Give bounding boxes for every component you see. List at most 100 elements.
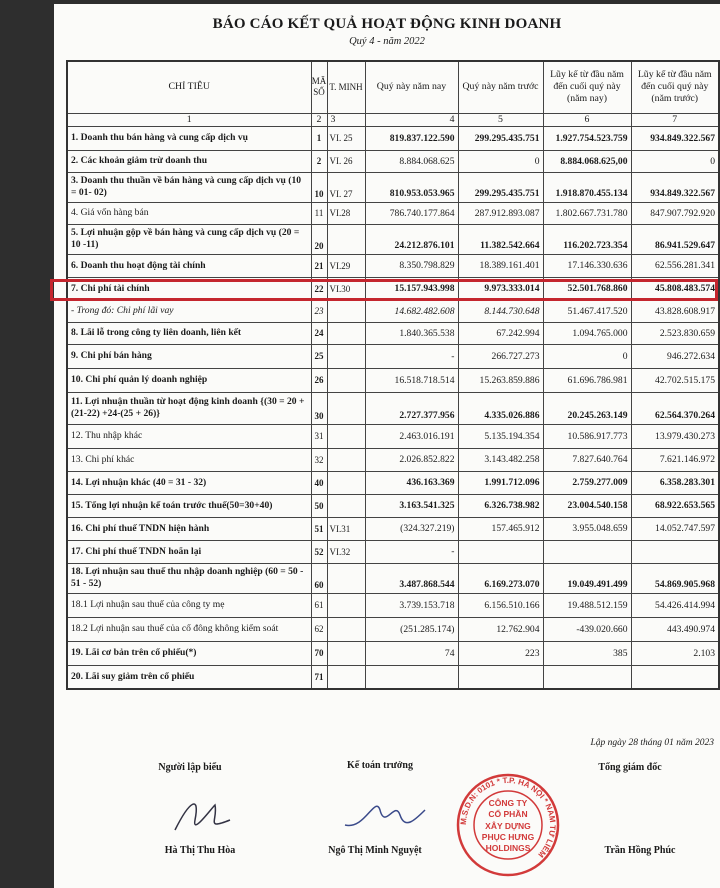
value-q-prev: 18.389.161.401 [457,253,544,278]
row-note: VI. 26 [326,149,366,173]
value-q-this: (251.285.174) [364,616,459,642]
value-ytd-prev: 86.941.529.647 [630,223,720,255]
value-ytd-prev: 934.849.322.567 [630,171,720,203]
value-q-prev: 8.144.730.648 [457,299,544,323]
value-ytd-prev: 13.979.430.273 [630,423,720,449]
header-q-prev: Quý này năm trước [457,60,544,114]
value-ytd-prev: 62.564.370.264 [630,391,720,425]
value-q-this: 14.682.482.608 [364,299,459,323]
table-row: 19. Lãi cơ bản trên cổ phiếu(*) 70 74 223 38… [66,640,720,666]
value-ytd-this: 61.696.786.981 [542,367,632,393]
row-note [326,592,366,618]
value-q-this: 24.212.876.101 [364,223,459,255]
value-q-prev: 223 [457,640,544,666]
row-label: 18. Lợi nhuận sau thuế thu nhập doanh ng… [66,562,312,594]
table-row: 12. Thu nhập khác 31 2.463.016.191 5.135.19… [66,423,720,449]
value-q-prev: 5.135.194.354 [457,423,544,449]
table-row: 8. Lãi lỗ trong công ty liên doanh, liên… [66,321,720,345]
table-row: 1. Doanh thu bán hàng và cung cấp dịch v… [66,125,720,151]
row-label: 9. Chi phí bán hàng [66,343,312,369]
row-note [326,640,366,666]
row-label: 6. Doanh thu hoạt động tài chính [66,253,312,278]
table-row: 16. Chi phí thuế TNDN hiện hành 51 VI.31 (3… [66,516,720,541]
value-ytd-prev: 42.702.515.175 [630,367,720,393]
row-label: 18.1 Lợi nhuận sau thuế của công ty mẹ [66,592,312,618]
table-row: 14. Lợi nhuận khác (40 = 31 - 32) 40 436.1… [66,470,720,495]
index-cell: 3 [326,112,366,127]
row-code: 20 [310,223,328,255]
row-note [326,321,366,345]
value-ytd-this: 23.004.540.158 [542,493,632,518]
director-name: Trần Hồng Phúc [604,845,676,856]
header-ytd-this: Lũy kế từ đầu năm đến cuối quý này (năm … [542,60,632,114]
preparer-title: Người lập biểu [158,762,222,773]
value-q-this: 819.837.122.590 [364,125,459,151]
table-row: 18.1 Lợi nhuận sau thuế của công ty mẹ 61… [66,592,720,618]
value-q-this: 16.518.718.514 [364,367,459,393]
row-code: 60 [310,562,328,594]
table-row: 18.2 Lợi nhuận sau thuế của cổ đông khôn… [66,616,720,642]
row-code: 61 [310,592,328,618]
row-code: 1 [310,125,328,151]
value-ytd-prev: 934.849.322.567 [630,125,720,151]
table-row: 15. Tổng lợi nhuận kế toán trước thuế(50… [66,493,720,518]
accountant-title: Kế toán trưởng [347,760,413,771]
row-code: 50 [310,493,328,518]
row-label: 19. Lãi cơ bản trên cổ phiếu(*) [66,640,312,666]
row-code: 32 [310,447,328,472]
value-q-this: 786.740.177.864 [364,201,459,225]
row-note [326,367,366,393]
value-q-prev: 6.326.738.982 [457,493,544,518]
value-q-prev: 299.295.435.751 [457,171,544,203]
value-ytd-this: -439.020.660 [542,616,632,642]
value-ytd-this [542,664,632,690]
stamp-line: PHỤC HƯNG [482,832,535,842]
value-ytd-prev: 62.556.281.341 [630,253,720,278]
row-code: 23 [310,299,328,323]
value-ytd-prev: 2.523.830.659 [630,321,720,345]
value-q-this: 8.884.068.625 [364,149,459,173]
row-note: VI.32 [326,539,366,564]
index-cell: 4 [364,112,459,127]
row-note [326,391,366,425]
value-q-this: 436.163.369 [364,470,459,495]
table-row: 13. Chi phí khác 32 2.026.852.822 3.143.482… [66,447,720,472]
index-cell: 6 [542,112,632,127]
row-code: 24 [310,321,328,345]
header-ytd-prev: Lũy kế từ đầu năm đến cuối quý này (năm … [630,60,720,114]
value-ytd-prev: 946.272.634 [630,343,720,369]
row-label: 16. Chi phí thuế TNDN hiện hành [66,516,312,541]
row-label: 12. Thu nhập khác [66,423,312,449]
header-row: CHỈ TIÊU MÃ SỐ T. MINH Quý này năm nay Q… [66,60,720,114]
report-subtitle: Quý 4 - năm 2022 [349,36,425,47]
row-code: 70 [310,640,328,666]
row-label: 2. Các khoản giảm trừ doanh thu [66,149,312,173]
row-label: 3. Doanh thu thuần về bán hàng và cung c… [66,171,312,203]
value-ytd-prev: 6.358.283.301 [630,470,720,495]
header-thuyet-minh: T. MINH [326,60,366,114]
row-note [326,470,366,495]
table-row: 2. Các khoản giảm trừ doanh thu 2 VI. 26 8.… [66,149,720,173]
value-q-this: 74 [364,640,459,666]
value-q-prev: 12.762.904 [457,616,544,642]
value-ytd-prev: 14.052.747.597 [630,516,720,541]
header-q-this: Quý này năm nay [364,60,459,114]
date-line: Lập ngày 28 tháng 01 năm 2023 [590,738,715,748]
preparer-signature [174,803,231,831]
company-stamp: M.S.D.N: 0101 * T.P. HÀ NỘI * NAM TỪ LIÊ… [456,773,560,877]
value-ytd-this: 1.927.754.523.759 [542,125,632,151]
value-ytd-this: 0 [542,343,632,369]
value-ytd-prev: 443.490.974 [630,616,720,642]
row-note [326,616,366,642]
value-ytd-this: 1.918.870.455.134 [542,171,632,203]
value-q-prev: 3.143.482.258 [457,447,544,472]
row-label: 8. Lãi lỗ trong công ty liên doanh, liên… [66,321,312,345]
value-ytd-this: 1.802.667.731.780 [542,201,632,225]
value-q-this: 2.026.852.822 [364,447,459,472]
value-q-this: - [364,539,459,564]
value-q-prev: 6.169.273.070 [457,562,544,594]
value-q-prev: 1.991.712.096 [457,470,544,495]
value-ytd-this: 51.467.417.520 [542,299,632,323]
value-q-prev: 15.263.859.886 [457,367,544,393]
row-code: 71 [310,664,328,690]
